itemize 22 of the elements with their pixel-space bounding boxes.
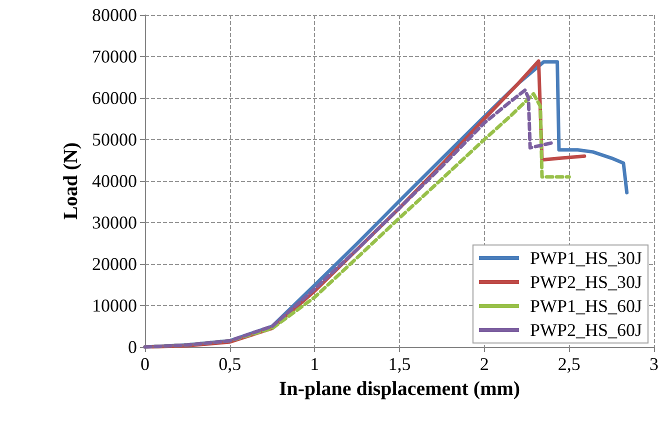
y-tick-label: 80000 [92,5,137,25]
y-axis-title: Load (N) [60,142,82,220]
x-tick-label: 1,5 [388,354,411,374]
y-tick-label: 60000 [92,88,137,108]
legend-label: PWP1_HS_30J [530,248,642,268]
x-tick-label: 2,5 [558,354,580,374]
y-tick-label: 20000 [92,254,137,274]
y-tick-label: 10000 [92,296,137,316]
y-tick-label: 0 [128,337,137,357]
legend-label: PWP2_HS_60J [530,320,642,340]
x-tick-label: 1 [310,354,320,374]
x-tick-label: 2 [480,354,489,374]
x-tick-label: 0,5 [218,354,242,374]
y-tick-label: 50000 [92,130,137,150]
x-tick-label: 0 [140,354,150,374]
legend-label: PWP1_HS_60J [530,296,642,316]
x-axis-title: In-plane displacement (mm) [278,378,520,400]
y-tick-label: 30000 [92,212,137,232]
x-tick-label: 3 [650,354,658,374]
y-tick-label: 40000 [92,171,137,191]
legend-label: PWP2_HS_30J [530,272,642,292]
y-tick-label: 70000 [92,46,137,66]
